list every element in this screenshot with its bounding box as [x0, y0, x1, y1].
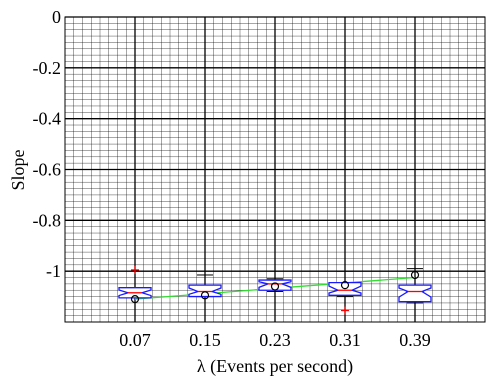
- box: [258, 279, 292, 291]
- x-tick-label: 0.31: [329, 330, 361, 350]
- x-tick-label: 0.23: [259, 330, 291, 350]
- x-tick-label: 0.39: [399, 330, 431, 350]
- x-tick-label: 0.15: [189, 330, 221, 350]
- plot-area-frame: [64, 16, 486, 323]
- y-axis-title: Slope: [8, 149, 28, 190]
- y-tick-label: -0.8: [33, 210, 62, 230]
- mean-marker: [270, 282, 280, 291]
- mean-marker: [340, 281, 350, 290]
- box-group: [328, 270, 362, 315]
- y-tick-label: -0.2: [33, 58, 62, 78]
- mean-marker: [200, 291, 210, 300]
- y-tick-label: -0.6: [33, 160, 62, 180]
- mean-marker: [410, 270, 420, 280]
- x-axis-title: λ (Events per second): [197, 356, 353, 377]
- y-tick-label: 0: [52, 7, 61, 27]
- y-tick-label: -1: [46, 261, 61, 281]
- box-group: [258, 278, 292, 292]
- x-tick-label: 0.07: [119, 330, 151, 350]
- box-group: [118, 265, 152, 304]
- boxes-layer: [118, 265, 432, 315]
- y-tick-labels: 0 -0.2 -0.4 -0.6 -0.8 -1: [33, 7, 62, 281]
- mean-marker: [130, 295, 140, 304]
- box: [398, 284, 432, 303]
- box-group: [188, 274, 222, 300]
- x-tick-labels: 0.07 0.15 0.23 0.31 0.39: [119, 330, 431, 350]
- y-tick-label: -0.4: [33, 109, 62, 129]
- box-group: [398, 268, 432, 304]
